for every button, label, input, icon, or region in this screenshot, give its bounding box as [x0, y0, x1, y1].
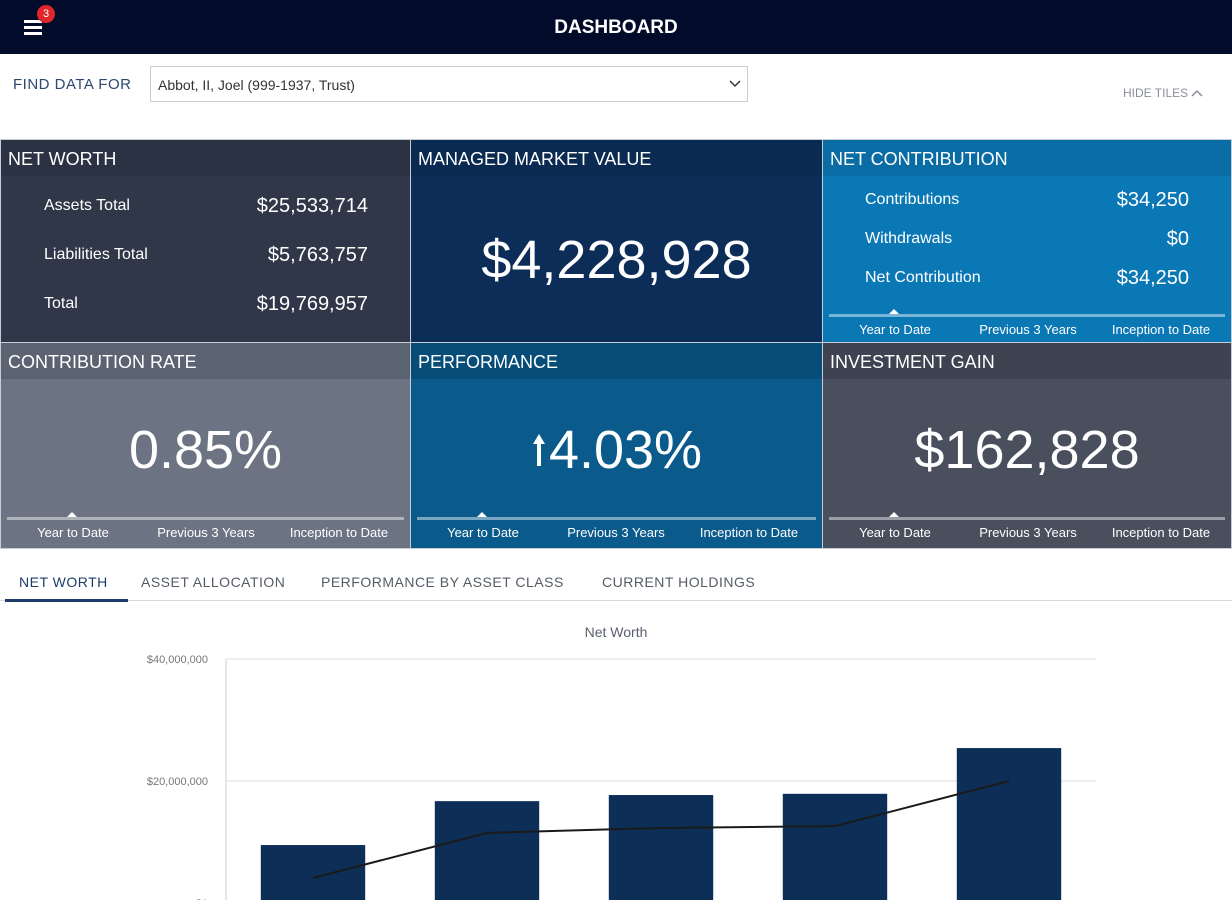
row-value: $0	[1167, 228, 1189, 251]
period-line	[829, 517, 1225, 520]
y-tick-label: $20,000,000	[147, 776, 208, 788]
row-label: Liabilities Total	[44, 246, 148, 264]
row-value: $34,250	[1117, 267, 1189, 290]
chevron	[729, 80, 741, 88]
top-bar: 3 DASHBOARD	[0, 0, 1232, 54]
period-option[interactable]: Inception to Date	[684, 525, 814, 540]
tab[interactable]: ASSET ALLOCATION	[141, 574, 285, 590]
tile[interactable]: INVESTMENT GAIN $162,828 Year to DatePrevi…	[822, 342, 1232, 549]
period-option[interactable]: Previous 3 Years	[963, 525, 1093, 540]
account-select[interactable]: Abbot, II, Joel (999-1937, Trust)	[150, 66, 748, 102]
filter-label: FIND DATA FOR	[13, 76, 131, 93]
tile[interactable]: CONTRIBUTION RATE 0.85% Year to DatePrevio…	[0, 342, 411, 549]
period-indicator	[889, 512, 899, 517]
chevron-up	[1191, 89, 1203, 97]
tab[interactable]: PERFORMANCE BY ASSET CLASS	[321, 574, 564, 590]
period-option[interactable]: Inception to Date	[274, 525, 404, 540]
value-text: $4,228,928	[481, 230, 751, 290]
tile-value: 4.03%	[411, 419, 822, 481]
period-option[interactable]: Inception to Date	[1096, 322, 1226, 337]
row-label: Assets Total	[44, 197, 130, 215]
tile[interactable]: MANAGED MARKET VALUE $4,228,928	[410, 139, 823, 343]
value-text: 4.03%	[549, 420, 702, 480]
period-line	[417, 517, 816, 520]
tile-value: $4,228,928	[411, 229, 822, 291]
row-value: $19,769,957	[257, 293, 368, 316]
period-option[interactable]: Year to Date	[418, 525, 548, 540]
hide-tiles-text: HIDE TILES	[1123, 86, 1188, 100]
tile-title: NET WORTH	[8, 149, 116, 170]
tile-value: $162,828	[823, 419, 1231, 481]
row-value: $34,250	[1117, 189, 1189, 212]
period-option[interactable]: Year to Date	[8, 525, 138, 540]
bar	[783, 794, 887, 900]
tile-title: CONTRIBUTION RATE	[8, 352, 197, 373]
select-value: Abbot, II, Joel (999-1937, Trust)	[158, 77, 355, 93]
tile-value: 0.85%	[1, 419, 410, 481]
up-arrow	[531, 432, 547, 468]
tile-title: NET CONTRIBUTION	[830, 149, 1008, 170]
tile-title: PERFORMANCE	[418, 352, 558, 373]
tile[interactable]: PERFORMANCE 4.03% Year to DatePrevious 3 Y…	[410, 342, 823, 549]
tile[interactable]: NET CONTRIBUTION Contributions $34,250 With…	[822, 139, 1232, 343]
row-label: Net Contribution	[865, 269, 981, 287]
row-label: Total	[44, 295, 78, 313]
y-tick-label: $40,000,000	[147, 654, 208, 666]
period-line	[7, 517, 404, 520]
period-line	[829, 314, 1225, 317]
period-option[interactable]: Inception to Date	[1096, 525, 1226, 540]
period-indicator	[477, 512, 487, 517]
period-option[interactable]: Year to Date	[830, 322, 960, 337]
period-indicator	[889, 309, 899, 314]
bar	[261, 845, 365, 900]
row-label: Contributions	[865, 191, 959, 209]
period-option[interactable]: Year to Date	[830, 525, 960, 540]
bar	[609, 795, 713, 900]
period-option[interactable]: Previous 3 Years	[963, 322, 1093, 337]
period-option[interactable]: Previous 3 Years	[141, 525, 271, 540]
chart: Net Worth$0$20,000,000$40,000,000	[0, 602, 1232, 900]
bar	[435, 801, 539, 900]
value-text: 0.85%	[129, 420, 282, 480]
tab[interactable]: CURRENT HOLDINGS	[602, 574, 755, 590]
row-value: $5,763,757	[268, 244, 368, 267]
page-title: DASHBOARD	[0, 17, 1232, 39]
value-text: $162,828	[914, 420, 1139, 480]
tab-divider	[0, 600, 1232, 601]
row-label: Withdrawals	[865, 230, 952, 248]
tab[interactable]: NET WORTH	[19, 574, 108, 590]
period-option[interactable]: Previous 3 Years	[551, 525, 681, 540]
bar	[957, 748, 1061, 900]
tile-title: INVESTMENT GAIN	[830, 352, 995, 373]
tile[interactable]: NET WORTH Assets Total $25,533,714 Liabilit…	[0, 139, 411, 343]
period-indicator	[67, 512, 77, 517]
tile-title: MANAGED MARKET VALUE	[418, 149, 651, 170]
hide-tiles[interactable]: HIDE TILES	[1123, 86, 1203, 100]
row-value: $25,533,714	[257, 195, 368, 218]
chart-title: Net Worth	[585, 624, 648, 640]
